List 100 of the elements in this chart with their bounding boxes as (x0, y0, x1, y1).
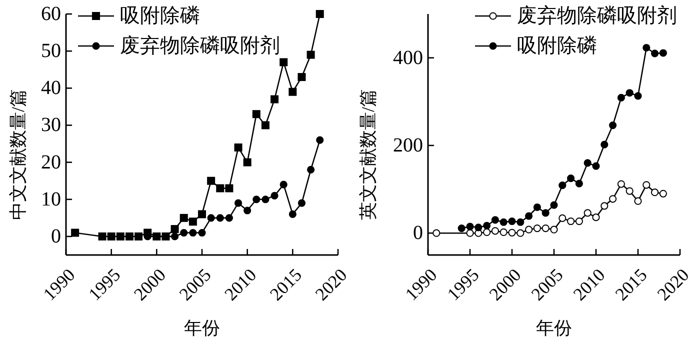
y-tick-label: 0 (51, 225, 61, 248)
point (516, 229, 524, 237)
point (500, 228, 508, 236)
y-tick-label: 50 (41, 40, 61, 62)
point (107, 232, 116, 240)
point (634, 92, 642, 100)
point (270, 192, 278, 200)
point (592, 214, 600, 222)
point (252, 196, 260, 204)
point (651, 188, 659, 196)
point (525, 226, 533, 234)
point (626, 187, 634, 195)
point (188, 218, 197, 226)
point (270, 95, 279, 104)
point (243, 158, 252, 166)
point (288, 88, 297, 96)
point (306, 50, 315, 59)
y-tick-label: 0 (413, 222, 423, 244)
point (280, 58, 288, 66)
point (642, 181, 650, 189)
legend-label: 吸附除磷 (517, 35, 597, 57)
point (542, 209, 550, 217)
point (125, 232, 134, 240)
point (491, 216, 499, 224)
point (170, 225, 179, 234)
point (466, 229, 474, 237)
point (516, 218, 524, 226)
point (298, 199, 306, 207)
point (216, 214, 224, 222)
point (634, 197, 642, 205)
point (542, 224, 550, 232)
point (483, 222, 491, 230)
point (584, 159, 592, 167)
point (617, 180, 625, 188)
point (225, 184, 234, 192)
x-axis-title: 年份 (536, 318, 572, 338)
point (298, 73, 306, 82)
y-tick-label: 30 (41, 114, 61, 136)
point (316, 10, 324, 18)
point (180, 214, 188, 222)
point (567, 217, 575, 226)
point (98, 232, 106, 240)
point (584, 209, 592, 217)
point (262, 196, 270, 204)
point (642, 44, 650, 52)
y-tick-label: 40 (41, 77, 61, 100)
point (659, 190, 667, 198)
legend-label: 废弃物除磷吸附剂 (517, 4, 677, 27)
point (207, 214, 215, 222)
point (592, 162, 600, 170)
point (244, 206, 252, 214)
point (550, 201, 558, 209)
point (659, 49, 667, 57)
point (508, 217, 516, 226)
point (216, 184, 224, 192)
point (234, 143, 242, 152)
point (288, 210, 296, 218)
legend-label: 吸附除磷 (120, 5, 200, 27)
point (533, 224, 541, 232)
point (483, 228, 491, 236)
point (617, 94, 625, 102)
y-axis-title: 中文文献数量/篇 (8, 88, 28, 220)
y-tick-label: 60 (41, 3, 61, 25)
point (189, 228, 197, 237)
point (207, 176, 216, 185)
y-tick-label: 10 (41, 188, 61, 210)
point (116, 232, 124, 240)
y-tick-label: 200 (393, 134, 423, 156)
y-tick-label: 400 (393, 46, 423, 69)
point (466, 222, 474, 230)
point (558, 182, 566, 190)
point (198, 210, 206, 218)
point (432, 229, 440, 237)
point (550, 226, 558, 234)
point (600, 202, 608, 210)
point (134, 232, 143, 240)
y-axis-title: 英文文献数量/篇 (358, 88, 378, 220)
point (171, 232, 179, 240)
point (307, 166, 315, 174)
point (508, 228, 516, 236)
point (198, 228, 206, 237)
point (491, 227, 499, 235)
point (651, 50, 659, 58)
point (600, 140, 608, 148)
point (474, 224, 482, 232)
point (567, 174, 575, 182)
point (609, 195, 617, 203)
point (533, 203, 541, 212)
y-tick-label: 20 (41, 151, 61, 174)
point (575, 217, 583, 226)
point (71, 228, 80, 237)
point (225, 214, 233, 222)
point (234, 199, 242, 207)
point (626, 89, 634, 97)
point (458, 224, 466, 232)
point (609, 122, 617, 130)
point (316, 136, 324, 144)
legend-label: 废弃物除磷吸附剂 (120, 34, 280, 57)
point (558, 214, 566, 222)
point (575, 180, 583, 188)
